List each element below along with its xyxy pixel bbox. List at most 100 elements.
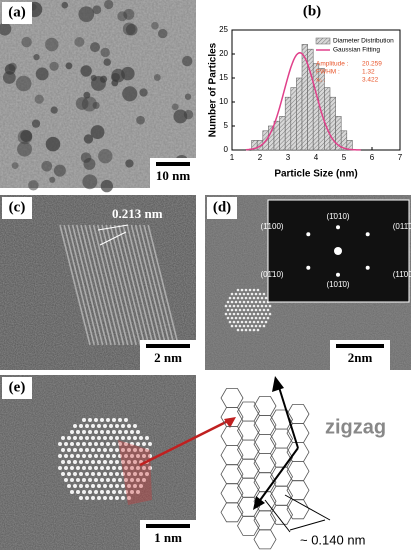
atom bbox=[236, 288, 240, 292]
arrow bbox=[257, 447, 299, 504]
atom bbox=[97, 496, 101, 500]
atom bbox=[127, 436, 131, 440]
fringe bbox=[76, 224, 108, 346]
atom bbox=[124, 490, 128, 494]
atom bbox=[234, 300, 238, 304]
atom bbox=[94, 430, 98, 434]
atom bbox=[136, 442, 140, 446]
atom bbox=[106, 454, 110, 458]
atom bbox=[136, 490, 140, 494]
atom bbox=[91, 436, 95, 440]
atom bbox=[103, 460, 107, 464]
atom bbox=[242, 292, 246, 296]
atom bbox=[234, 292, 238, 296]
atom bbox=[76, 490, 80, 494]
atom bbox=[82, 490, 86, 494]
fft-index: (1̄010) bbox=[326, 212, 349, 221]
panel-label: (e) bbox=[9, 379, 26, 395]
particle bbox=[33, 54, 40, 61]
atom bbox=[240, 320, 244, 324]
atom bbox=[248, 320, 252, 324]
fit-param-value: 20.259 bbox=[362, 61, 382, 68]
particle bbox=[78, 6, 95, 23]
particle bbox=[61, 1, 69, 9]
edge-highlight bbox=[118, 440, 152, 505]
atom bbox=[246, 300, 250, 304]
fit-curve bbox=[245, 52, 361, 151]
hexagon bbox=[220, 483, 244, 504]
particle bbox=[4, 64, 16, 75]
particle bbox=[90, 125, 105, 140]
atom bbox=[130, 478, 134, 482]
atom bbox=[118, 466, 122, 470]
atom bbox=[142, 454, 146, 458]
particle bbox=[41, 160, 53, 172]
fringe bbox=[143, 224, 175, 346]
atom bbox=[115, 484, 119, 488]
particle bbox=[182, 55, 193, 67]
fit-param-label: FWHM : bbox=[316, 69, 340, 76]
atom bbox=[232, 320, 236, 324]
fringe bbox=[134, 224, 167, 346]
particle bbox=[122, 86, 138, 102]
atom bbox=[130, 490, 134, 494]
atom bbox=[226, 300, 230, 304]
atom bbox=[82, 454, 86, 458]
measure-line bbox=[99, 231, 127, 246]
atom bbox=[112, 418, 116, 422]
x-tick-label: 7 bbox=[398, 153, 403, 162]
atom bbox=[248, 296, 252, 300]
atom bbox=[248, 288, 252, 292]
atom bbox=[103, 472, 107, 476]
fft-index: (1̄100) bbox=[260, 222, 283, 231]
particle bbox=[82, 174, 98, 190]
atom bbox=[268, 312, 272, 316]
atom bbox=[109, 448, 113, 452]
atom bbox=[91, 496, 95, 500]
atom bbox=[79, 496, 83, 500]
atom bbox=[121, 436, 125, 440]
atom bbox=[127, 484, 131, 488]
atom bbox=[127, 424, 131, 428]
atom bbox=[268, 304, 272, 308]
atom bbox=[100, 430, 104, 434]
atom bbox=[142, 478, 146, 482]
x-tick-label: 6 bbox=[370, 153, 375, 162]
atom bbox=[79, 460, 83, 464]
atom bbox=[94, 454, 98, 458]
atom bbox=[85, 496, 89, 500]
panel-label: (d) bbox=[213, 199, 231, 215]
fft-spot bbox=[336, 225, 340, 230]
fringe bbox=[126, 224, 158, 346]
atom bbox=[136, 466, 140, 470]
atom bbox=[82, 418, 86, 422]
particle bbox=[74, 37, 85, 47]
atom bbox=[130, 466, 134, 470]
atom bbox=[73, 448, 77, 452]
atom bbox=[103, 496, 107, 500]
hexagon bbox=[220, 464, 244, 485]
atom bbox=[109, 460, 113, 464]
x-tick-label: 3 bbox=[286, 153, 291, 162]
atom bbox=[260, 296, 264, 300]
hexagon bbox=[286, 499, 310, 520]
atom bbox=[85, 472, 89, 476]
atom bbox=[264, 320, 268, 324]
atom bbox=[242, 300, 246, 304]
fringe bbox=[101, 224, 133, 346]
atom bbox=[118, 478, 122, 482]
atom bbox=[73, 472, 77, 476]
scale-label: 1 nm bbox=[154, 530, 182, 545]
fringe bbox=[88, 224, 121, 346]
atom bbox=[64, 442, 68, 446]
panel-label: (a) bbox=[8, 4, 26, 20]
hexagon bbox=[237, 458, 260, 479]
atom bbox=[124, 466, 128, 470]
atom bbox=[106, 418, 110, 422]
fringe bbox=[113, 224, 146, 346]
pointer-arrow bbox=[139, 418, 231, 467]
atom bbox=[242, 324, 246, 328]
bar bbox=[296, 77, 303, 151]
atom bbox=[136, 430, 140, 434]
